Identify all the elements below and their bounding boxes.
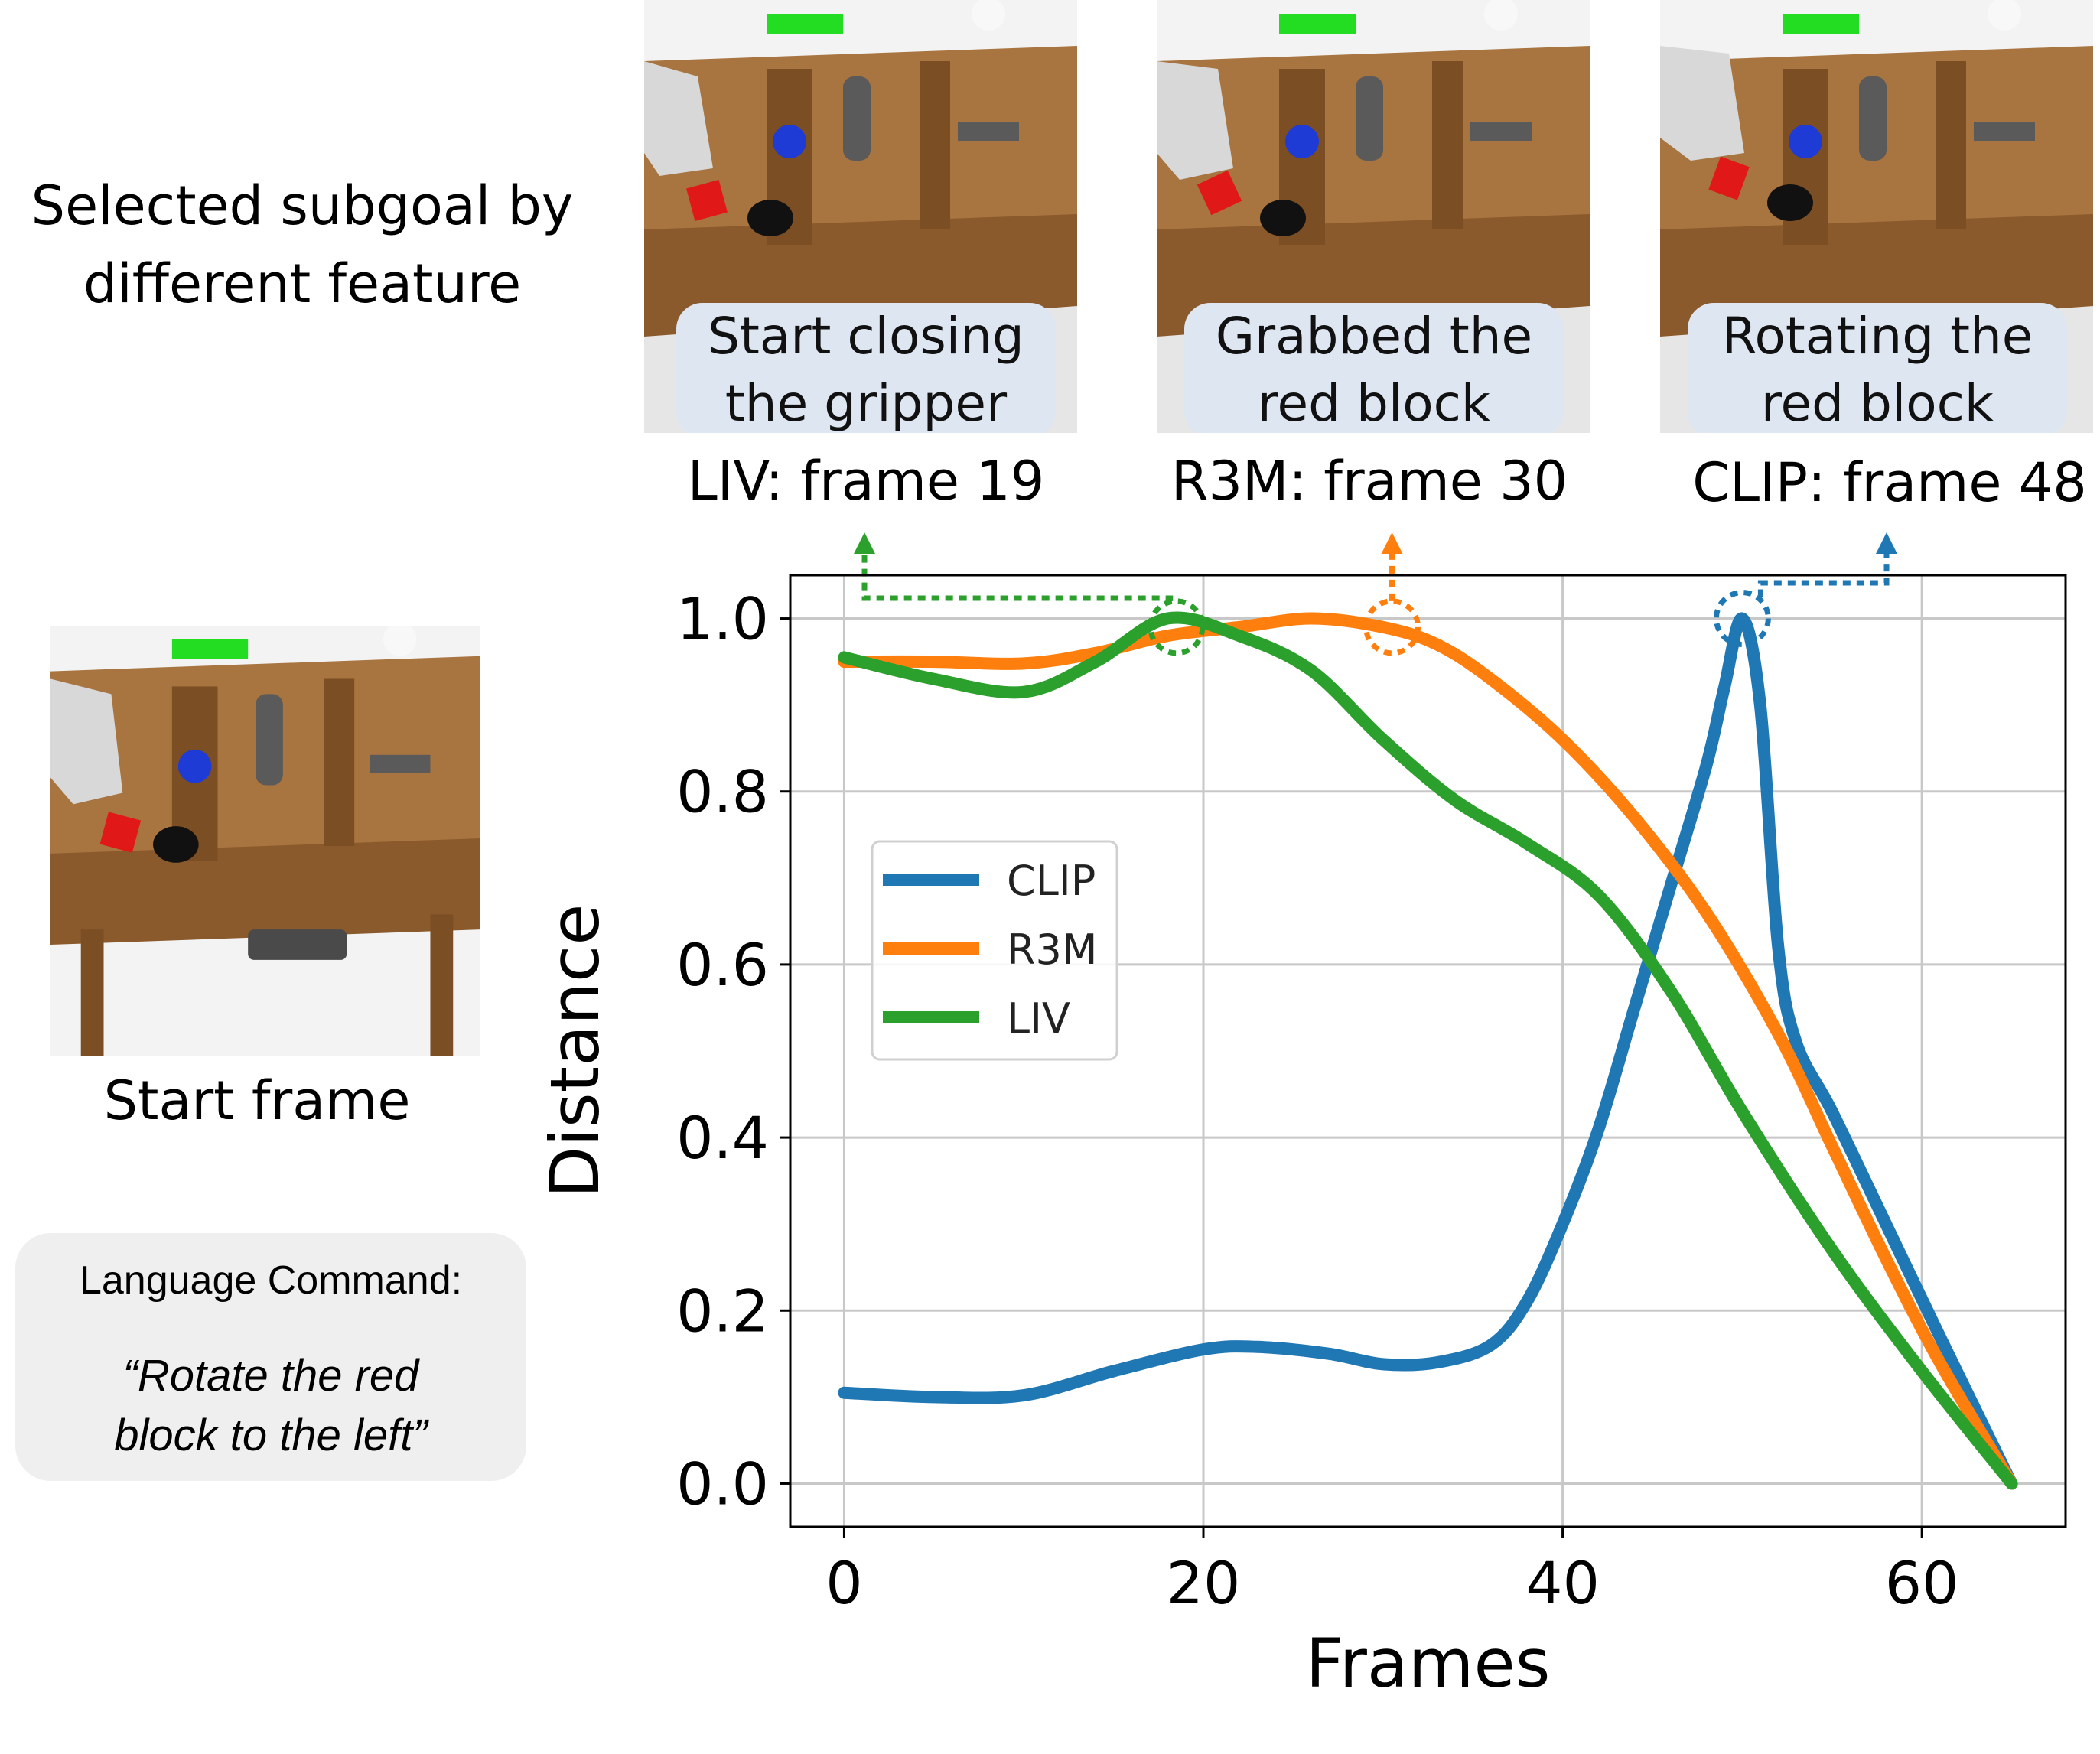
y-tick-label: 0.6 [676,931,769,999]
legend-label-r3m: R3M [1007,926,1097,974]
y-tick-label: 0.4 [676,1104,769,1172]
highlight-circle-liv [1148,598,1206,656]
start-frame-label: Start frame [103,1069,411,1132]
x-tick-label: 0 [825,1549,862,1617]
x-tick-label: 20 [1167,1549,1241,1617]
subgoal-annotations [854,532,1897,601]
x-axis-title: Frames [1305,1624,1550,1703]
subgoal-caption: Start closing the gripper [676,303,1056,433]
y-axis-title: Distance [536,904,614,1199]
subgoal-frame-liv: Start closing the gripper [644,0,1077,433]
legend-label-liv: LIV [1007,994,1070,1043]
language-command-text: “Rotate the red block to the left” [114,1351,428,1460]
highlight-markers [1148,590,1771,656]
tick-labels: 0 20 40 60 0.0 0.2 0.4 0.6 0.8 1.0 [676,585,1958,1617]
subgoal-label-liv: LIV: frame 19 [687,450,1045,513]
legend-label-clip: CLIP [1007,857,1096,905]
scene-illustration [50,626,480,1056]
series-line-clip [838,612,2018,1490]
language-command-title: Language Command: [79,1258,463,1303]
x-tick-label: 60 [1885,1549,1959,1617]
subgoal-label-clip: CLIP: frame 48 [1692,451,2087,514]
series-line-r3m [838,612,2018,1490]
y-tick-label: 0.8 [676,758,769,826]
connector-r3m-arrowhead [1381,532,1403,554]
legend-box [871,840,1118,1061]
series-lines [838,611,2018,1490]
language-command-box: Language Command: “Rotate the red block t… [15,1233,526,1481]
highlight-circle-clip [1713,590,1771,648]
subgoal-caption: Grabbed the red block [1184,303,1564,433]
highlight-circle-r3m [1363,598,1421,656]
y-tick-label: 0.2 [676,1277,769,1345]
figure-heading: Selected subgoal by different feature [31,174,574,315]
series-line-liv [838,611,2018,1490]
subgoal-label-r3m: R3M: frame 30 [1170,450,1568,513]
x-tick-label: 40 [1525,1549,1600,1617]
connector-clip-arrowhead [1876,532,1897,554]
connector-clip [1757,551,1890,597]
connector-liv-arrowhead [854,532,875,554]
start-frame-image [50,626,480,1056]
subgoal-frame-clip: Rotating the red block [1660,0,2093,433]
y-tick-label: 0.0 [676,1450,769,1518]
y-tick-label: 1.0 [676,585,769,653]
plot-frame [789,574,2067,1528]
subgoal-frame-r3m: Grabbed the red block [1157,0,1590,433]
legend: CLIP R3M LIV [871,840,1118,1061]
subgoal-caption: Rotating the red block [1688,303,2067,433]
